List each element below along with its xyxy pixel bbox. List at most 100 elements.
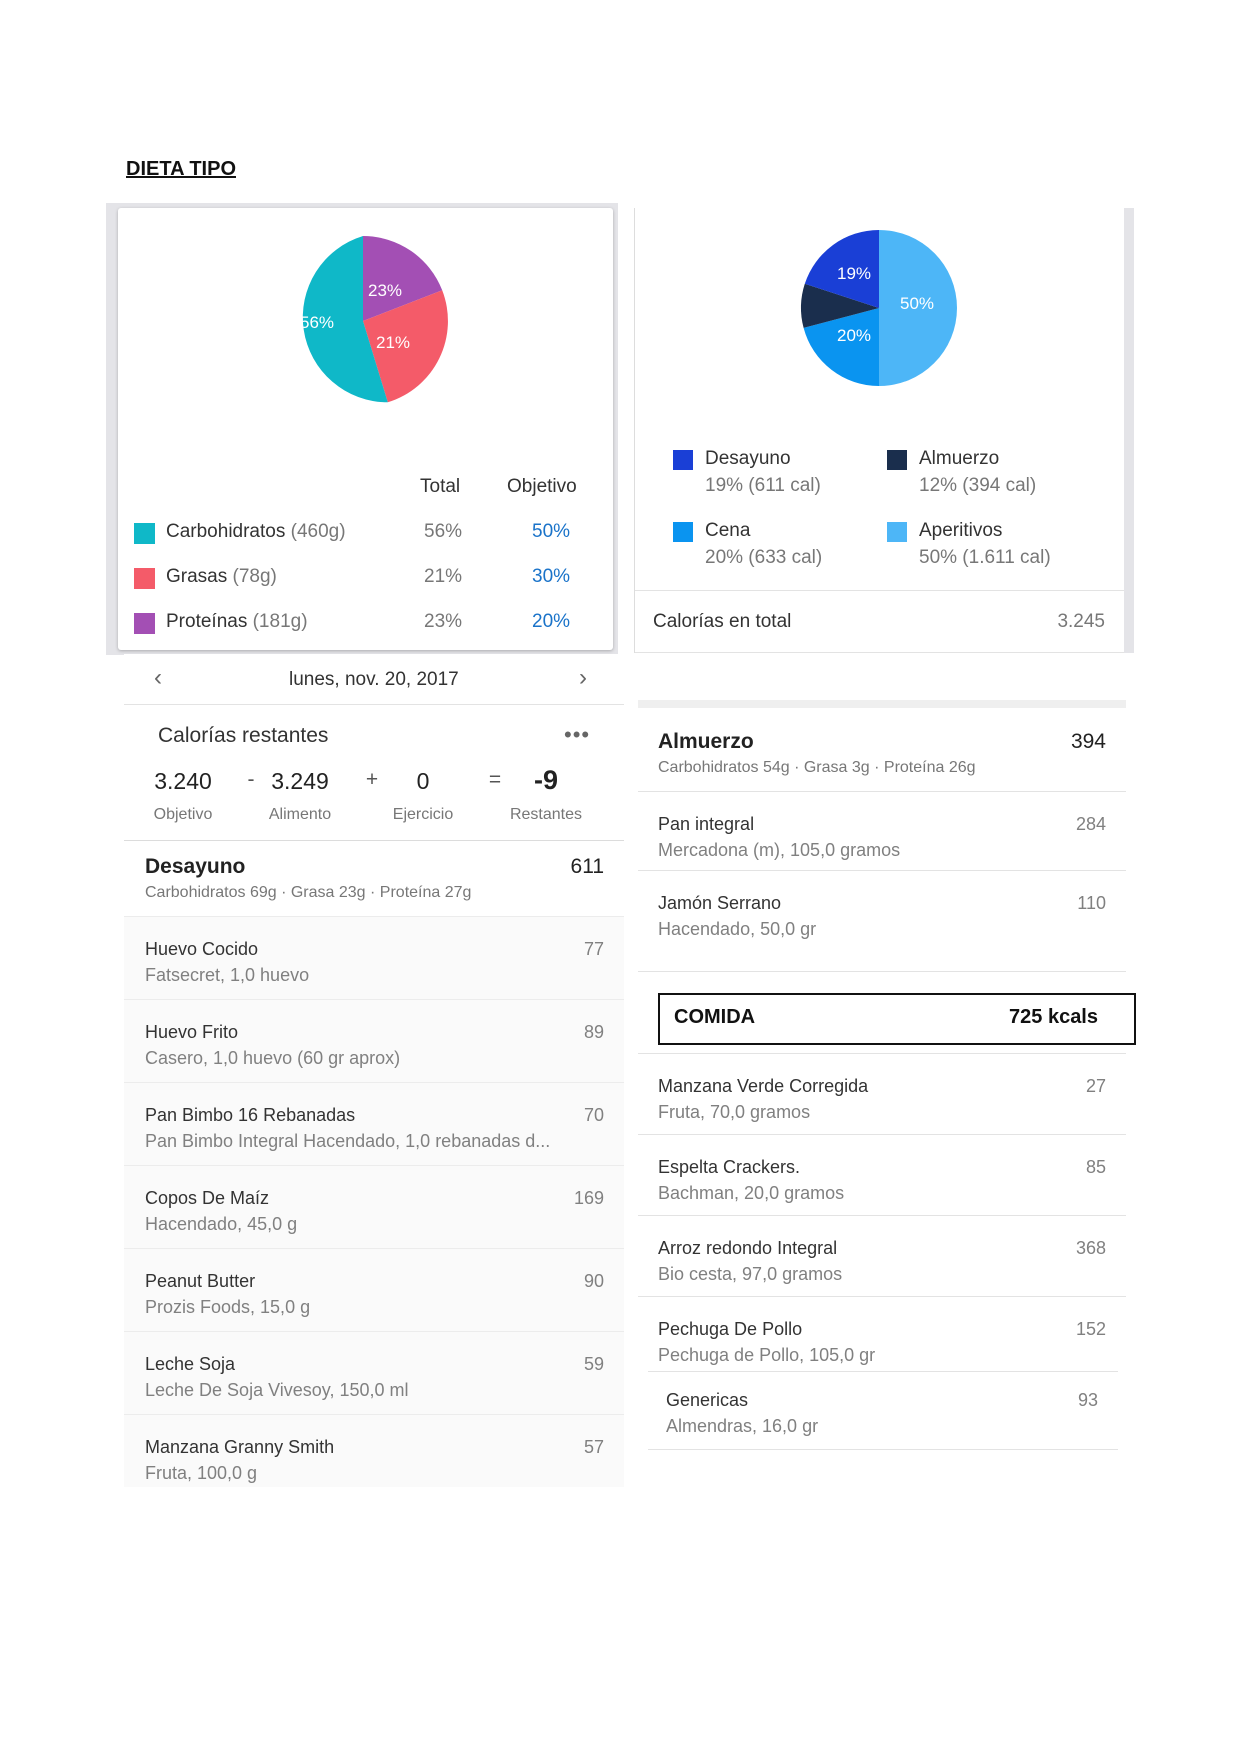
food-description: Fruta, 100,0 g: [145, 1463, 258, 1483]
food-item[interactable]: Huevo Frito Casero, 1,0 huevo (60 gr apr…: [124, 999, 624, 1082]
food-description: Mercadona (m), 105,0 gramos: [658, 840, 901, 860]
food-item[interactable]: Arroz redondo Integral Bio cesta, 97,0 g…: [638, 1216, 1126, 1296]
legend-item-desayuno: Desayuno 19% (611 cal): [673, 448, 883, 508]
pie-label-desayuno: 19%: [837, 264, 871, 283]
food-calories: 77: [583, 939, 604, 959]
col-header-goal: Objetivo: [507, 476, 577, 497]
food-item[interactable]: Pan integral Mercadona (m), 105,0 gramos…: [638, 792, 1126, 870]
food-description: Almendras, 16,0 gr: [666, 1416, 819, 1436]
pie-label-cena: 20%: [837, 326, 871, 345]
calories-remaining-title: Calorías restantes: [158, 724, 329, 747]
macro-name: Carbohidratos (460g): [166, 521, 346, 542]
food-description: Bio cesta, 97,0 gramos: [658, 1264, 843, 1284]
meal-macros-desayuno: Carbohidratos 69g · Grasa 23g · Proteína…: [145, 884, 472, 901]
macro-card: 56% 21% 23% Total Objetivo Carbohidratos…: [118, 208, 613, 650]
legend-item-aperitivos: Aperitivos 50% (1.611 cal): [887, 520, 1097, 580]
legend-swatch: [673, 522, 693, 542]
page-title: DIETA TIPO: [126, 158, 236, 180]
goal-caption: Objetivo: [153, 806, 213, 823]
food-name: Leche Soja: [145, 1354, 236, 1374]
section-separator: [638, 700, 1126, 708]
remaining-value: -9: [533, 765, 558, 795]
legend-value: 50% (1.611 cal): [919, 547, 1051, 568]
meal-title-almuerzo[interactable]: Almuerzo: [658, 730, 754, 753]
meals-pie-chart: 19% 50% 20%: [800, 230, 957, 386]
pie-label-proteinas: 23%: [368, 281, 402, 300]
food-description: Bachman, 20,0 gramos: [658, 1183, 845, 1203]
legend-swatch: [887, 522, 907, 542]
pie-label-carbohidratos: 56%: [300, 313, 334, 332]
food-calories: 89: [583, 1022, 604, 1042]
food-calories: 27: [1085, 1076, 1106, 1096]
diary-date[interactable]: lunes, nov. 20, 2017: [289, 669, 459, 690]
legend-swatch: [673, 450, 693, 470]
chevron-right-icon[interactable]: ›: [579, 664, 587, 691]
legend-swatch: [134, 523, 155, 544]
food-description: Pan Bimbo Integral Hacendado, 1,0 rebana…: [145, 1131, 551, 1151]
divider: [638, 1215, 1126, 1216]
pie-slice-almuerzo: [800, 283, 879, 328]
meals-distribution-card: 19% 50% 20% Desayuno 19% (611 cal) Almue…: [634, 208, 1125, 653]
food-name: Pechuga De Pollo: [658, 1319, 803, 1339]
legend-value: 19% (611 cal): [705, 475, 821, 496]
food-item[interactable]: Leche Soja Leche De Soja Vivesoy, 150,0 …: [124, 1331, 624, 1414]
food-name: Espelta Crackers.: [658, 1157, 801, 1177]
divider: [648, 1449, 1118, 1450]
pie-slice-carbohidratos: [302, 236, 388, 403]
legend-swatch: [134, 568, 155, 589]
comida-summary-box: COMIDA 725 kcals: [658, 993, 1136, 1045]
col-header-total: Total: [420, 476, 461, 497]
food-description: Hacendado, 50,0 gr: [658, 919, 817, 939]
food-item[interactable]: Huevo Cocido Fatsecret, 1,0 huevo 77: [124, 916, 624, 999]
food-item[interactable]: Espelta Crackers. Bachman, 20,0 gramos 8…: [638, 1135, 1126, 1215]
exercise-value: 0: [416, 768, 430, 794]
divider: [635, 652, 1125, 653]
food-item[interactable]: Genericas Almendras, 16,0 gr 93: [646, 1372, 1118, 1446]
diary-left-panel: ‹ lunes, nov. 20, 2017 › Calorías restan…: [124, 654, 624, 1487]
food-value: 3.249: [271, 768, 329, 794]
food-calories: 110: [1077, 893, 1106, 913]
macro-total: 56%: [424, 521, 463, 542]
macro-goal: 50%: [532, 521, 571, 542]
food-item[interactable]: Jamón Serrano Hacendado, 50,0 gr 110: [638, 871, 1126, 949]
meal-macros-almuerzo: Carbohidratos 54g · Grasa 3g · Proteína …: [658, 759, 976, 776]
macro-goal: 30%: [532, 566, 571, 587]
food-name: Pan Bimbo 16 Rebanadas: [145, 1105, 356, 1125]
divider: [124, 840, 624, 841]
food-item[interactable]: Manzana Granny Smith Fruta, 100,0 g 57: [124, 1414, 624, 1487]
food-calories: 90: [583, 1271, 604, 1291]
meals-card-frame: [1124, 208, 1134, 653]
pie-slice-aperitivos: [879, 230, 957, 386]
legend-swatch: [887, 450, 907, 470]
divider: [648, 1371, 1118, 1372]
food-item[interactable]: Peanut Butter Prozis Foods, 15,0 g 90: [124, 1248, 624, 1331]
chevron-left-icon[interactable]: ‹: [154, 664, 162, 691]
food-item[interactable]: Copos De Maíz Hacendado, 45,0 g 169: [124, 1165, 624, 1248]
macro-row-carbohidratos: Carbohidratos (460g) 56% 50%: [134, 521, 594, 551]
food-item[interactable]: Pan Bimbo 16 Rebanadas Pan Bimbo Integra…: [124, 1082, 624, 1165]
food-name: Pan integral: [658, 814, 755, 834]
pie-slice-grasas: [363, 290, 448, 403]
food-name: Genericas: [666, 1390, 749, 1410]
divider: [638, 870, 1126, 871]
meal-title-desayuno[interactable]: Desayuno: [145, 855, 246, 878]
goal-value: 3.240: [154, 768, 212, 794]
comida-label: COMIDA: [674, 1006, 756, 1028]
legend-item-almuerzo: Almuerzo 12% (394 cal): [887, 448, 1097, 508]
divider: [635, 590, 1125, 591]
food-item[interactable]: Pechuga De Pollo Pechuga de Pollo, 105,0…: [638, 1297, 1126, 1371]
food-calories: 93: [1077, 1390, 1098, 1410]
legend-item-cena: Cena 20% (633 cal): [673, 520, 883, 580]
divider: [638, 1134, 1126, 1135]
pie-slice-desayuno: [804, 230, 879, 308]
food-calories: 152: [1075, 1319, 1106, 1339]
total-calories-value: 3.245: [1057, 611, 1105, 632]
food-name: Peanut Butter: [145, 1271, 256, 1291]
macro-goal: 20%: [532, 611, 571, 632]
divider: [638, 971, 1126, 972]
food-item[interactable]: Manzana Verde Corregida Fruta, 70,0 gram…: [638, 1054, 1126, 1134]
food-name: Huevo Frito: [145, 1022, 239, 1042]
legend-value: 12% (394 cal): [919, 475, 1037, 496]
operator-plus: +: [365, 768, 379, 791]
more-options-icon[interactable]: •••: [564, 722, 591, 747]
